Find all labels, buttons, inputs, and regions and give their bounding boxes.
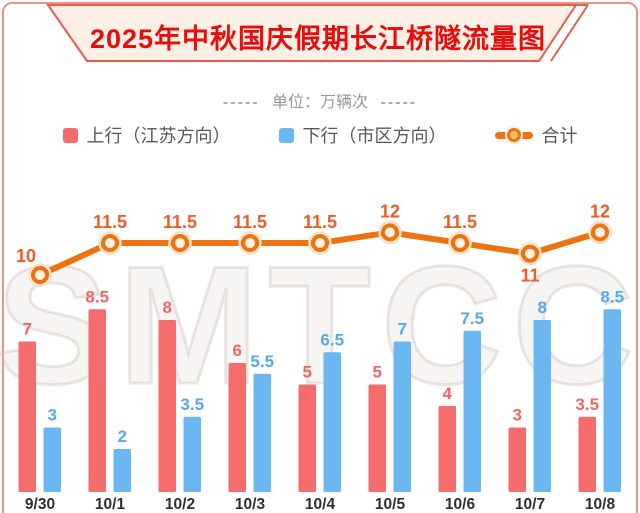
x-axis-label: 10/8	[585, 496, 616, 513]
marker-halo	[98, 231, 122, 255]
bar-value-label: 3.5	[180, 395, 204, 414]
x-axis-label: 10/7	[515, 496, 545, 513]
chart-plot-area: 7 3 9/30 8.5 2 10/1 8 3.5 10/2 6 5.5 10/3 5 6.5 10/4 5 7…	[16, 201, 624, 513]
bar-value-label: 5.5	[250, 352, 274, 371]
title-banner	[46, 3, 589, 62]
bar-value-label: 7.5	[460, 309, 484, 328]
bar-value-label: 6.5	[320, 330, 344, 349]
bar-value-label: 3.5	[575, 395, 599, 414]
marker-halo	[308, 231, 332, 255]
marker-halo	[588, 220, 612, 245]
legend-item-total: 合计	[494, 122, 578, 148]
marker-halo	[448, 231, 472, 255]
x-axis-label: 10/5	[375, 496, 406, 513]
subtitle-dashes-right: -----	[380, 94, 418, 111]
bar-value-label: 5	[303, 363, 312, 382]
upbound-swatch-icon	[62, 127, 78, 143]
bar	[438, 406, 456, 492]
unit-label: 单位：万辆次	[271, 94, 368, 111]
bar	[578, 416, 596, 492]
bar-value-label: 8.5	[85, 287, 109, 306]
bar	[113, 449, 131, 492]
line-value-label: 10	[16, 246, 36, 266]
bar-value-label: 7	[23, 320, 32, 339]
legend-label-upbound: 上行（江苏方向）	[86, 126, 231, 146]
x-axis-label: 10/1	[95, 496, 126, 513]
line-value-label: 11.5	[163, 212, 197, 232]
line-marker	[171, 234, 189, 253]
line-marker	[311, 234, 329, 253]
x-axis-label: 10/3	[235, 496, 266, 513]
bar	[393, 341, 411, 492]
bar-value-label: 7	[398, 320, 407, 339]
line-marker	[451, 234, 469, 253]
legend: 上行（江苏方向） 下行（市区方向） 合计	[0, 122, 640, 148]
marker-halo	[518, 241, 542, 266]
bar	[298, 384, 316, 492]
legend-label-downbound: 下行（市区方向）	[302, 126, 447, 146]
bar	[463, 330, 481, 492]
x-axis-label: 9/30	[25, 496, 55, 513]
line-marker	[591, 223, 609, 242]
bar	[43, 427, 61, 492]
bar-value-label: 3	[513, 406, 522, 425]
bar-value-label: 2	[118, 427, 127, 446]
line-marker	[31, 266, 49, 284]
bar	[253, 373, 271, 492]
bar	[323, 352, 341, 492]
line-value-label: 11.5	[233, 212, 267, 232]
line-value-label: 11.5	[303, 212, 337, 232]
unit-subtitle: ----- 单位：万辆次 -----	[0, 88, 640, 112]
marker-halo	[378, 220, 402, 245]
bar	[88, 309, 106, 492]
legend-item-downbound: 下行（市区方向）	[278, 122, 447, 148]
line-value-label: 12	[380, 201, 400, 221]
bar	[18, 341, 36, 492]
bar-value-label: 8	[538, 298, 547, 317]
line-marker	[381, 223, 399, 242]
bar-value-label: 3	[48, 406, 57, 425]
line-value-label: 11.5	[443, 212, 477, 232]
line-marker	[241, 234, 259, 253]
downbound-swatch-icon	[278, 127, 294, 143]
line-value-label: 11	[520, 266, 539, 286]
subtitle-dashes-left: -----	[222, 94, 260, 111]
line-value-label: 12	[590, 201, 610, 221]
legend-label-total: 合计	[541, 126, 578, 146]
line-marker	[521, 244, 539, 263]
bar	[228, 363, 246, 492]
bar-value-label: 5	[373, 363, 382, 382]
marker-halo	[238, 231, 262, 255]
marker-halo	[28, 263, 52, 287]
marker-halo	[168, 231, 192, 255]
banner-right-slash	[550, 4, 589, 62]
x-axis-label: 10/2	[165, 496, 195, 513]
page-title: 2025年中秋国庆假期长江桥隧流量图	[89, 24, 547, 54]
bar	[533, 320, 551, 492]
x-axis-label: 10/6	[445, 496, 476, 513]
total-dot-glyph	[506, 128, 521, 142]
legend-item-upbound: 上行（江苏方向）	[62, 122, 231, 148]
line-marker	[101, 234, 119, 253]
bar	[158, 320, 176, 492]
bar	[183, 416, 201, 492]
bar	[603, 309, 621, 492]
bar	[508, 427, 526, 492]
total-line-dot-icon	[494, 127, 533, 143]
line-value-label: 11.5	[93, 212, 127, 232]
bar-value-label: 8.5	[600, 287, 624, 306]
x-axis-label: 10/4	[305, 496, 336, 513]
banner-ribbon-shape	[46, 3, 578, 62]
bar	[368, 384, 386, 492]
bar-value-label: 8	[163, 298, 172, 317]
bar-value-label: 6	[233, 341, 242, 360]
bar-value-label: 4	[443, 384, 453, 403]
